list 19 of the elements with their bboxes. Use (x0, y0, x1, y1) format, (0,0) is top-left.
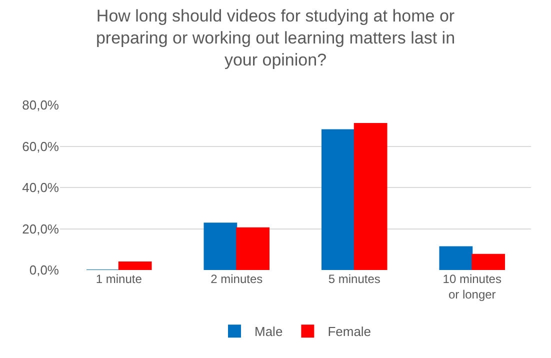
y-tick-label: 20,0% (22, 221, 60, 236)
bar (321, 129, 355, 270)
y-tick-label: 40,0% (22, 180, 60, 196)
x-tick-label: 1 minute (96, 272, 142, 286)
x-tick-label: 2 minutes (210, 272, 263, 286)
x-tick-label: 10 minutes or longer (442, 272, 502, 302)
bar (354, 123, 388, 270)
y-tick-label: 0,0% (29, 262, 60, 278)
bar (204, 222, 238, 270)
y-tick-label: 60,0% (22, 138, 60, 154)
x-tick-label: 5 minutes (328, 272, 380, 286)
legend-label: Female (328, 324, 372, 340)
y-tick-label: 80,0% (22, 98, 60, 113)
bar (472, 254, 506, 270)
bar (439, 246, 473, 270)
legend-label: Male (254, 324, 283, 340)
chart-title: How long should videos for studying at home or preparing or working out learning matters last in your opinion? (96, 6, 456, 70)
bar (118, 261, 152, 270)
bar (236, 227, 270, 270)
